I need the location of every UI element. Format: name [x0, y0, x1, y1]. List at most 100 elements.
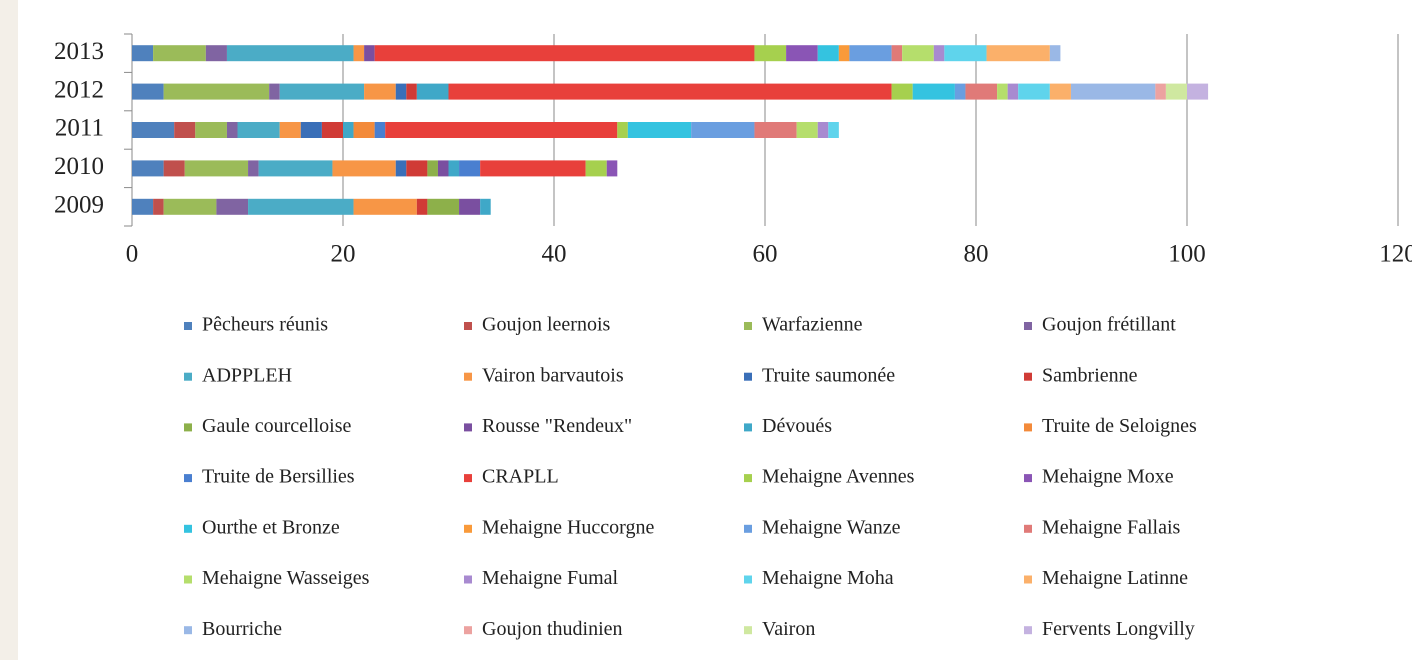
legend-marker	[184, 423, 192, 432]
x-tick-label: 80	[964, 241, 989, 268]
legend-marker	[184, 524, 192, 533]
legend-marker	[1024, 322, 1032, 330]
bar-segment	[828, 122, 839, 138]
bar-segment	[606, 160, 618, 177]
legend-marker	[464, 474, 472, 483]
bar-segment	[427, 198, 460, 215]
legend-marker	[464, 322, 472, 330]
legend-marker	[744, 322, 752, 330]
bar-segment	[448, 83, 892, 100]
bar-segment	[986, 45, 1050, 62]
bar-segment	[1049, 83, 1071, 100]
legend-label: Bourriche	[202, 618, 282, 640]
legend-label: Rousse "Rendeux"	[482, 415, 632, 437]
bar-segment	[459, 160, 481, 177]
bar-segment	[944, 45, 987, 62]
bar-segment	[1155, 83, 1166, 100]
bar-segment	[902, 45, 934, 62]
x-tick-label: 0	[126, 241, 139, 268]
bar-segment	[406, 83, 417, 100]
legend-label: Vairon barvautois	[482, 364, 624, 386]
legend-marker	[184, 575, 192, 584]
bar-segment	[258, 160, 333, 177]
bar-segment	[321, 122, 343, 138]
bar-segment	[132, 160, 164, 177]
y-tick-label: 2009	[54, 192, 104, 219]
y-tick-label: 2010	[54, 153, 104, 180]
legend-marker	[464, 626, 472, 635]
legend-label: Goujon thudinien	[482, 618, 623, 640]
bar-segment	[817, 122, 829, 138]
legend-marker	[1024, 423, 1032, 432]
bar-segment	[279, 83, 365, 100]
y-tick-label: 2012	[54, 76, 104, 103]
legend-label: Mehaigne Avennes	[762, 466, 915, 488]
bar-segment	[184, 160, 249, 177]
bar-segment	[132, 83, 164, 100]
legend-marker	[464, 372, 472, 381]
bar-segment	[132, 122, 175, 138]
bar-segment	[353, 122, 375, 138]
bar-segment	[226, 45, 354, 62]
legend-marker	[744, 372, 752, 381]
legend-label: ADPPLEH	[202, 364, 292, 386]
bar-segment	[406, 160, 428, 177]
legend-marker	[184, 322, 192, 330]
legend-marker	[1024, 575, 1032, 584]
legend-marker	[744, 575, 752, 584]
legend-marker	[184, 372, 192, 381]
legend-label: Fervents Longvilly	[1042, 618, 1195, 640]
bar-segment	[617, 122, 628, 138]
bar-segment	[416, 83, 449, 100]
bar-segment	[891, 83, 913, 100]
bar-segment	[385, 122, 618, 138]
legend-label: Gaule courcelloise	[202, 415, 351, 437]
bar-segment	[933, 45, 945, 62]
bar-segment	[427, 160, 438, 177]
bar-segment	[353, 45, 365, 62]
legend-marker	[744, 423, 752, 432]
bar-segment	[195, 122, 227, 138]
bar-segment	[448, 160, 460, 177]
legend-marker	[1024, 372, 1032, 381]
bar-segment	[437, 160, 449, 177]
legend-label: Mehaigne Moxe	[1042, 466, 1174, 488]
bar-segment	[1049, 45, 1061, 62]
bar-segment	[364, 45, 375, 62]
legend-label: Mehaigne Fallais	[1042, 516, 1181, 538]
bar-segment	[849, 45, 892, 62]
bar-segment	[459, 198, 481, 215]
legend-label: Mehaigne Moha	[762, 567, 894, 589]
bar-segment	[153, 45, 206, 62]
bar-segment	[395, 160, 407, 177]
legend-marker	[184, 626, 192, 635]
bar-segment	[691, 122, 755, 138]
bar-segment	[279, 122, 301, 138]
bar-segment	[838, 45, 850, 62]
bar-segment	[163, 198, 217, 215]
bar-segment	[205, 45, 227, 62]
bar-segment	[786, 45, 818, 62]
bar-segment	[796, 122, 818, 138]
bar-segment	[174, 122, 196, 138]
legend-label: CRAPLL	[482, 466, 559, 488]
y-tick-label: 2011	[55, 115, 104, 142]
y-tick-label: 2013	[54, 38, 104, 65]
bar-segment	[132, 198, 154, 215]
bar-segment	[1187, 83, 1209, 100]
bar-segment	[912, 83, 955, 100]
bar-segment	[1165, 83, 1187, 100]
x-tick-label: 20	[331, 241, 356, 268]
legend-label: Goujon leernois	[482, 314, 611, 336]
bar-segment	[374, 122, 386, 138]
legend-label: Dévoués	[762, 415, 832, 437]
bar-segment	[891, 45, 903, 62]
bar-segment	[817, 45, 839, 62]
legend-marker	[464, 524, 472, 533]
bar-segment	[248, 160, 259, 177]
bar-segment	[163, 83, 270, 100]
bar-segment	[353, 198, 417, 215]
bar-segment	[627, 122, 692, 138]
legend-label: Goujon frétillant	[1042, 314, 1176, 336]
